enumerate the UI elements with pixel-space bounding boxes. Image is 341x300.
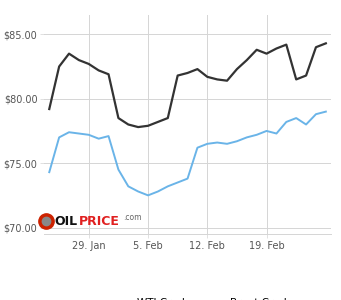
Text: OIL: OIL — [54, 214, 77, 228]
Legend: WTI Crude, Brent Crude: WTI Crude, Brent Crude — [107, 294, 297, 300]
Text: PRICE: PRICE — [79, 214, 120, 228]
Text: .com: .com — [123, 213, 142, 222]
